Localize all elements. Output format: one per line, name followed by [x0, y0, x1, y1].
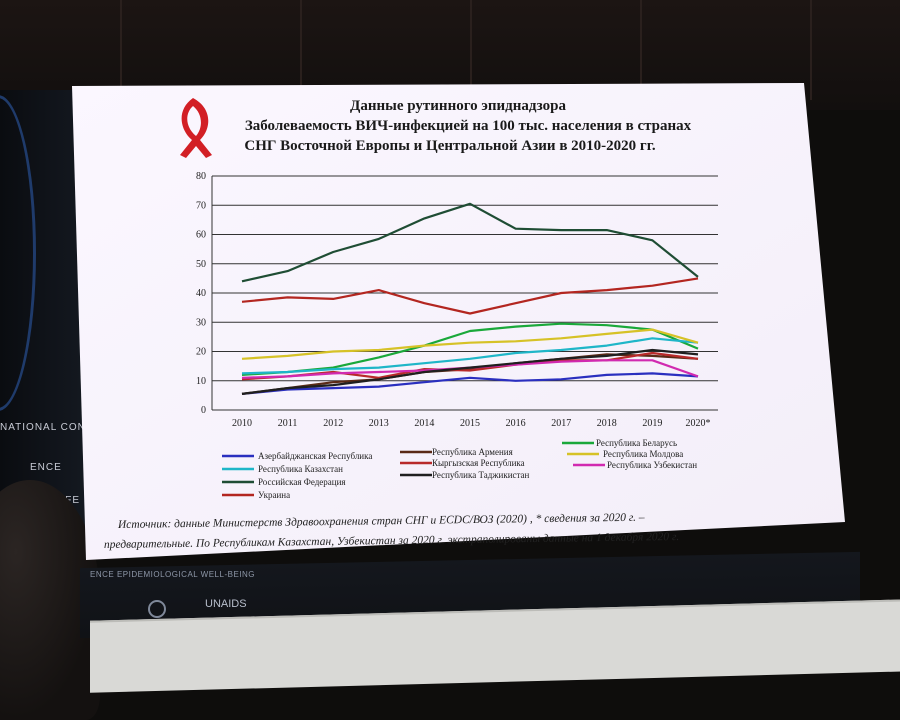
y-tick-label: 70: [196, 200, 206, 211]
x-tick-label: 2016: [506, 418, 526, 429]
ceiling-panel: [470, 0, 472, 100]
y-tick-label: 50: [196, 259, 206, 270]
series-line: [241, 337, 699, 375]
legend-label: Украина: [258, 490, 290, 500]
projection-screen: Данные рутинного эпиднадзора Заболеваемо…: [72, 83, 845, 560]
x-tick-label: 2013: [369, 418, 389, 429]
legend-label: Кыргызская Республика: [432, 458, 525, 468]
conference-strip-text: ENCE EPIDEMIOLOGICAL WELL-BEING: [90, 570, 256, 579]
emblem-icon: [148, 600, 166, 618]
legend-label: Республика Беларусь: [596, 438, 677, 448]
series-line: [241, 372, 699, 395]
title-line: СНГ Восточной Европы и Центральной Азии …: [244, 138, 655, 154]
series-line: [241, 202, 699, 283]
legend-label: Российская Федерация: [258, 477, 346, 487]
x-tick-label: 2010: [232, 418, 252, 429]
x-tick-label: 2017: [551, 418, 571, 429]
x-tick-label: 2015: [460, 418, 480, 429]
x-tick-label: 2019: [642, 418, 662, 429]
x-tick-label: 2012: [323, 418, 343, 429]
y-tick-label: 60: [196, 230, 206, 241]
slide-background: [72, 83, 845, 560]
banner-text: NATIONAL CONFE: [0, 422, 101, 433]
legend-label: Республика Таджикистан: [432, 470, 530, 480]
hiv-incidence-chart: 0 10 20 30 40 50 60 70 80 2010 2011 2012 2013 2014 201…: [196, 171, 718, 429]
y-tick-label: 0: [201, 405, 206, 416]
banner-text: ENCE: [30, 462, 62, 473]
y-tick-label: 30: [196, 317, 206, 328]
legend-label: Республика Армения: [432, 447, 513, 457]
y-tick-label: 20: [196, 347, 206, 358]
series-line: [241, 328, 699, 360]
x-tick-label: 2020*: [686, 418, 711, 429]
legend-label: Азербайджанская Республика: [258, 451, 372, 461]
title-line: Заболеваемость ВИЧ-инфекцией на 100 тыс.…: [245, 118, 692, 134]
ceiling-panel: [120, 0, 122, 100]
legend-label: Республика Узбекистан: [607, 460, 697, 470]
ceiling-panel: [300, 0, 302, 100]
series-line: [241, 277, 699, 315]
x-tick-label: 2014: [414, 418, 434, 429]
y-tick-label: 10: [196, 376, 206, 387]
ceiling-panel: [640, 0, 642, 100]
series-line: [241, 348, 699, 395]
chart-legend: Азербайджанская Республика Республика Ар…: [222, 438, 697, 500]
red-ribbon-icon: [180, 98, 212, 158]
y-tick-label: 80: [196, 171, 206, 182]
x-tick-label: 2018: [597, 418, 617, 429]
y-tick-label: 40: [196, 288, 206, 299]
slide-title: Данные рутинного эпиднадзора Заболеваемо…: [244, 98, 691, 154]
x-tick-label: 2011: [278, 418, 298, 429]
legend-label: Республика Казахстан: [258, 464, 343, 474]
legend-label: Республика Молдова: [603, 449, 683, 459]
title-line: Данные рутинного эпиднадзора: [350, 98, 566, 114]
ceiling-panel: [810, 0, 812, 100]
unaids-logo: UNAIDS: [205, 598, 247, 610]
